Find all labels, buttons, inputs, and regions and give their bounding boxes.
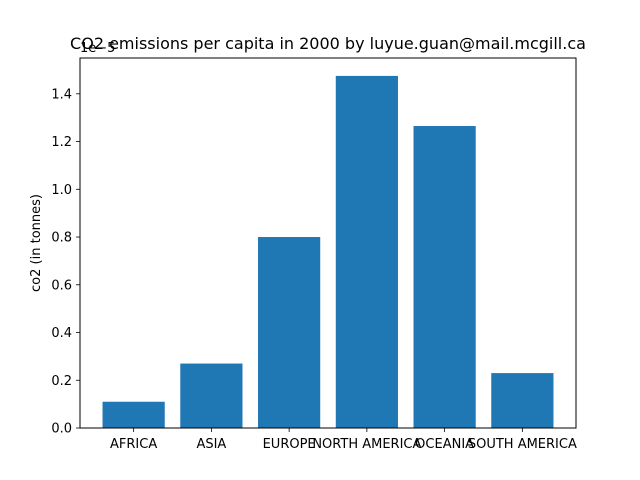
y-axis-offset-label: 1e−5 [80,41,115,56]
y-tick-label: 0.2 [51,374,72,389]
x-tick-label: NORTH AMERICA [312,437,421,452]
bar-europe [258,237,321,428]
bar-oceania [413,126,476,428]
x-tick-label: AFRICA [110,437,157,452]
bars-layer [102,75,554,428]
y-tick-label: 1.0 [51,183,72,198]
y-axis: 0.0 0.2 0.4 0.6 0.8 1.0 1.2 1.4 [51,87,80,437]
x-tick-label: ASIA [196,437,226,452]
y-tick-label: 0.6 [51,278,72,293]
x-tick-label: OCEANIA [415,437,474,452]
y-tick-label: 0.0 [51,422,72,437]
x-tick-label: SOUTH AMERICA [468,437,577,452]
bar-north-america [335,75,398,428]
y-axis-label: co2 (in tonnes) [29,194,44,292]
y-tick-label: 0.4 [51,326,72,341]
y-tick-label: 1.2 [51,135,72,150]
plot-frame [79,57,577,429]
bar-africa [102,401,165,428]
y-tick-label: 0.8 [51,231,72,246]
bar-asia [180,363,243,428]
bar-south-america [491,373,554,428]
y-tick-label: 1.4 [51,87,72,102]
x-tick-label: EUROPE [263,437,316,452]
chart-title: CO2 emissions per capita in 2000 by luyu… [70,34,586,53]
